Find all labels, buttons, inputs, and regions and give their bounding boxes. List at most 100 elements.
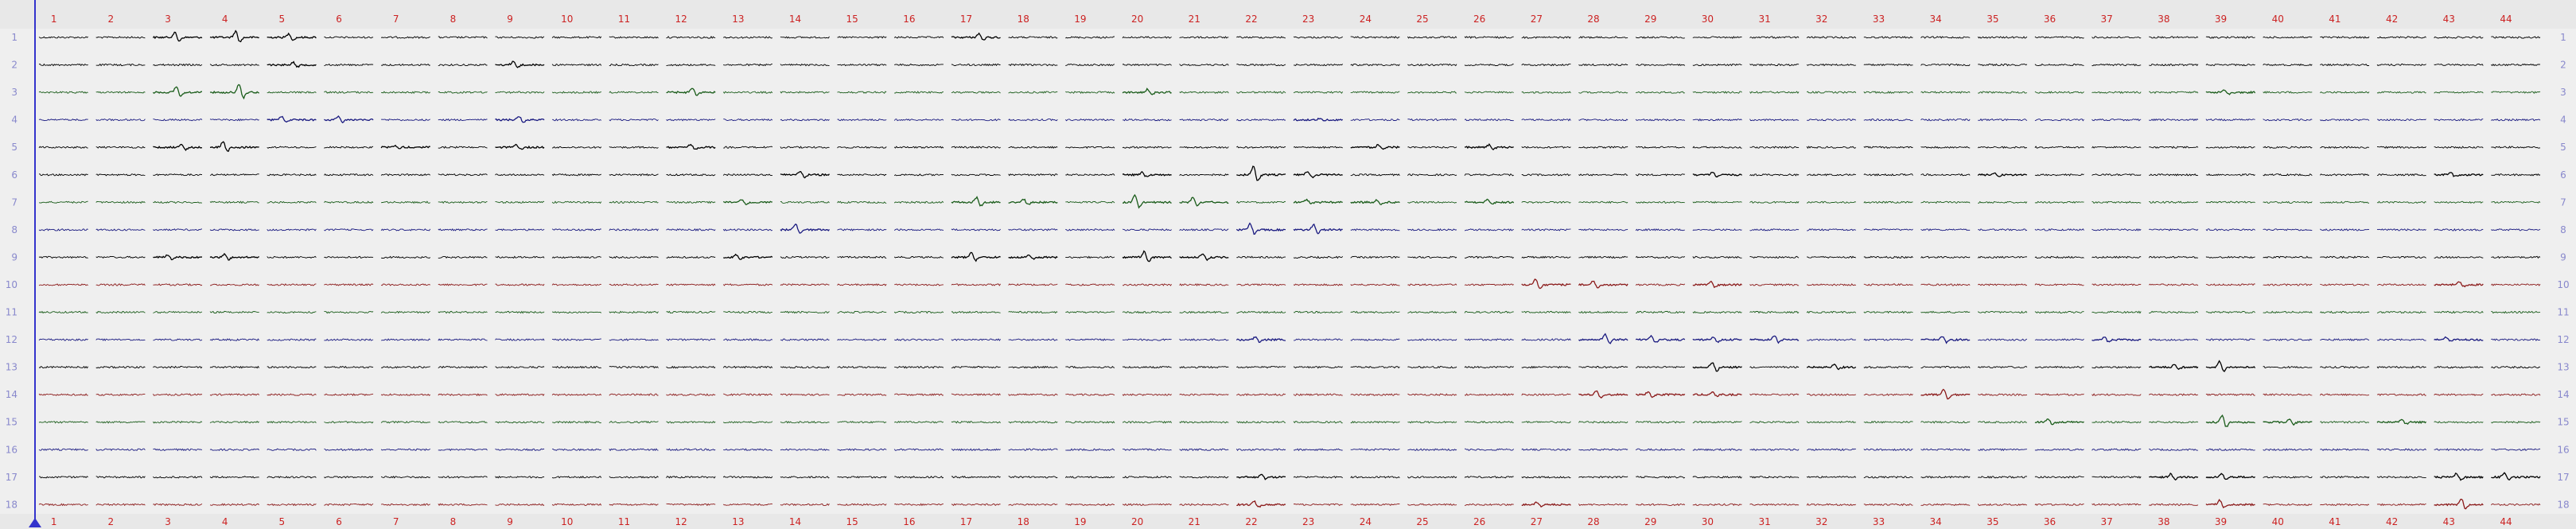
column-label-bottom: 23 — [1302, 516, 1314, 527]
traces-layer — [38, 29, 2541, 510]
trace-segment — [1521, 393, 1571, 396]
column-label-top: 26 — [1473, 14, 1485, 25]
trace-segment — [2320, 146, 2370, 149]
trace-segment — [267, 60, 317, 68]
trace-segment — [1236, 283, 1286, 286]
trace-segment — [951, 338, 1001, 341]
trace-segment — [1578, 173, 1628, 177]
trace-segment — [723, 448, 772, 451]
trace-segment — [1294, 63, 1344, 67]
trace-segment — [1920, 63, 1971, 67]
trace-segment — [894, 475, 944, 479]
trace-segment — [2034, 173, 2084, 177]
trace-segment — [1863, 448, 1913, 452]
trace-segment — [1806, 310, 1857, 314]
trace-segment — [2263, 255, 2313, 259]
column-label-top: 38 — [2158, 14, 2169, 25]
trace-segment — [1065, 283, 1115, 286]
trace-segment — [438, 310, 488, 314]
trace-segment — [153, 365, 203, 369]
trace-segment — [1407, 228, 1457, 231]
trace-segment — [95, 146, 146, 149]
trace-segment — [1065, 503, 1115, 506]
trace-segment — [722, 91, 773, 95]
trace-segment — [95, 393, 146, 396]
trace-segment — [551, 146, 602, 150]
trace-segment — [2034, 63, 2084, 67]
trace-segment — [1863, 36, 1913, 39]
trace-segment — [1863, 366, 1913, 369]
trace-segment — [1065, 173, 1115, 177]
trace-segment — [1293, 117, 1344, 122]
trace-segment — [1235, 448, 1286, 451]
trace-segment — [2490, 283, 2541, 286]
trace-segment — [1122, 170, 1172, 177]
trace-segment — [1236, 393, 1286, 396]
trace-segment — [38, 283, 88, 286]
trace-segment — [1977, 255, 2028, 259]
header-band — [0, 0, 2576, 29]
trace-segment — [837, 228, 887, 231]
trace-segment — [1464, 503, 1514, 506]
trace-segment — [1122, 393, 1172, 396]
trace-segment — [38, 118, 88, 122]
row-label-left: 8 — [11, 224, 18, 235]
trace-segment — [609, 173, 659, 177]
column-label-top: 21 — [1189, 14, 1200, 25]
trace-segment — [438, 448, 488, 452]
column-label-bottom: 6 — [336, 516, 342, 527]
row-label-right: 11 — [2557, 307, 2569, 318]
time-cursor[interactable] — [29, 0, 41, 527]
trace-segment — [1350, 310, 1400, 314]
trace-segment — [1978, 421, 2027, 424]
trace-segment — [267, 115, 317, 123]
trace-segment — [438, 255, 488, 259]
trace-segment — [95, 36, 146, 39]
trace-segment — [438, 91, 488, 94]
row-label-left: 6 — [11, 169, 18, 181]
trace-segment — [1293, 283, 1344, 286]
trace-segment — [1692, 421, 1742, 424]
trace-segment — [1122, 118, 1172, 122]
trace-segment — [1863, 118, 1913, 122]
trace-segment — [38, 36, 88, 39]
trace-segment — [1749, 146, 1800, 149]
trace-segment — [324, 63, 374, 67]
trace-segment — [1464, 255, 1514, 259]
row-label-right: 5 — [2560, 142, 2566, 153]
column-label-top: 29 — [1644, 14, 1656, 25]
trace-segment — [1635, 200, 1685, 204]
trace-segment — [2376, 146, 2426, 149]
column-label-bottom: 26 — [1473, 516, 1485, 527]
cursor-handle-icon[interactable] — [29, 518, 41, 527]
trace-segment — [1978, 476, 2027, 479]
trace-segment — [1293, 365, 1344, 369]
trace-segment — [609, 421, 659, 424]
trace-segment — [551, 63, 602, 67]
trace-segment — [1635, 91, 1685, 94]
trace-segment — [1122, 250, 1172, 263]
trace-segment — [1920, 448, 1971, 451]
trace-segment — [2491, 146, 2541, 149]
trace-segment — [95, 476, 146, 479]
trace-segment — [723, 310, 772, 314]
row-label-left: 17 — [6, 472, 18, 483]
trace-segment — [324, 393, 374, 397]
trace-segment — [780, 146, 830, 149]
trace-segment — [837, 365, 887, 369]
trace-segment — [1692, 91, 1742, 94]
trace-segment — [1863, 200, 1913, 204]
trace-segment — [209, 365, 260, 369]
trace-segment — [1407, 503, 1457, 506]
trace-segment — [1122, 475, 1172, 479]
trace-segment — [2034, 283, 2084, 286]
trace-segment — [1294, 338, 1343, 341]
trace-segment — [1008, 365, 1058, 369]
trace-segment — [2263, 283, 2313, 286]
trace-segment — [2434, 146, 2484, 149]
trace-segment — [1749, 228, 1800, 231]
trace-segment — [324, 146, 374, 149]
trace-segment — [666, 476, 716, 479]
row-label-right: 7 — [2560, 196, 2566, 208]
